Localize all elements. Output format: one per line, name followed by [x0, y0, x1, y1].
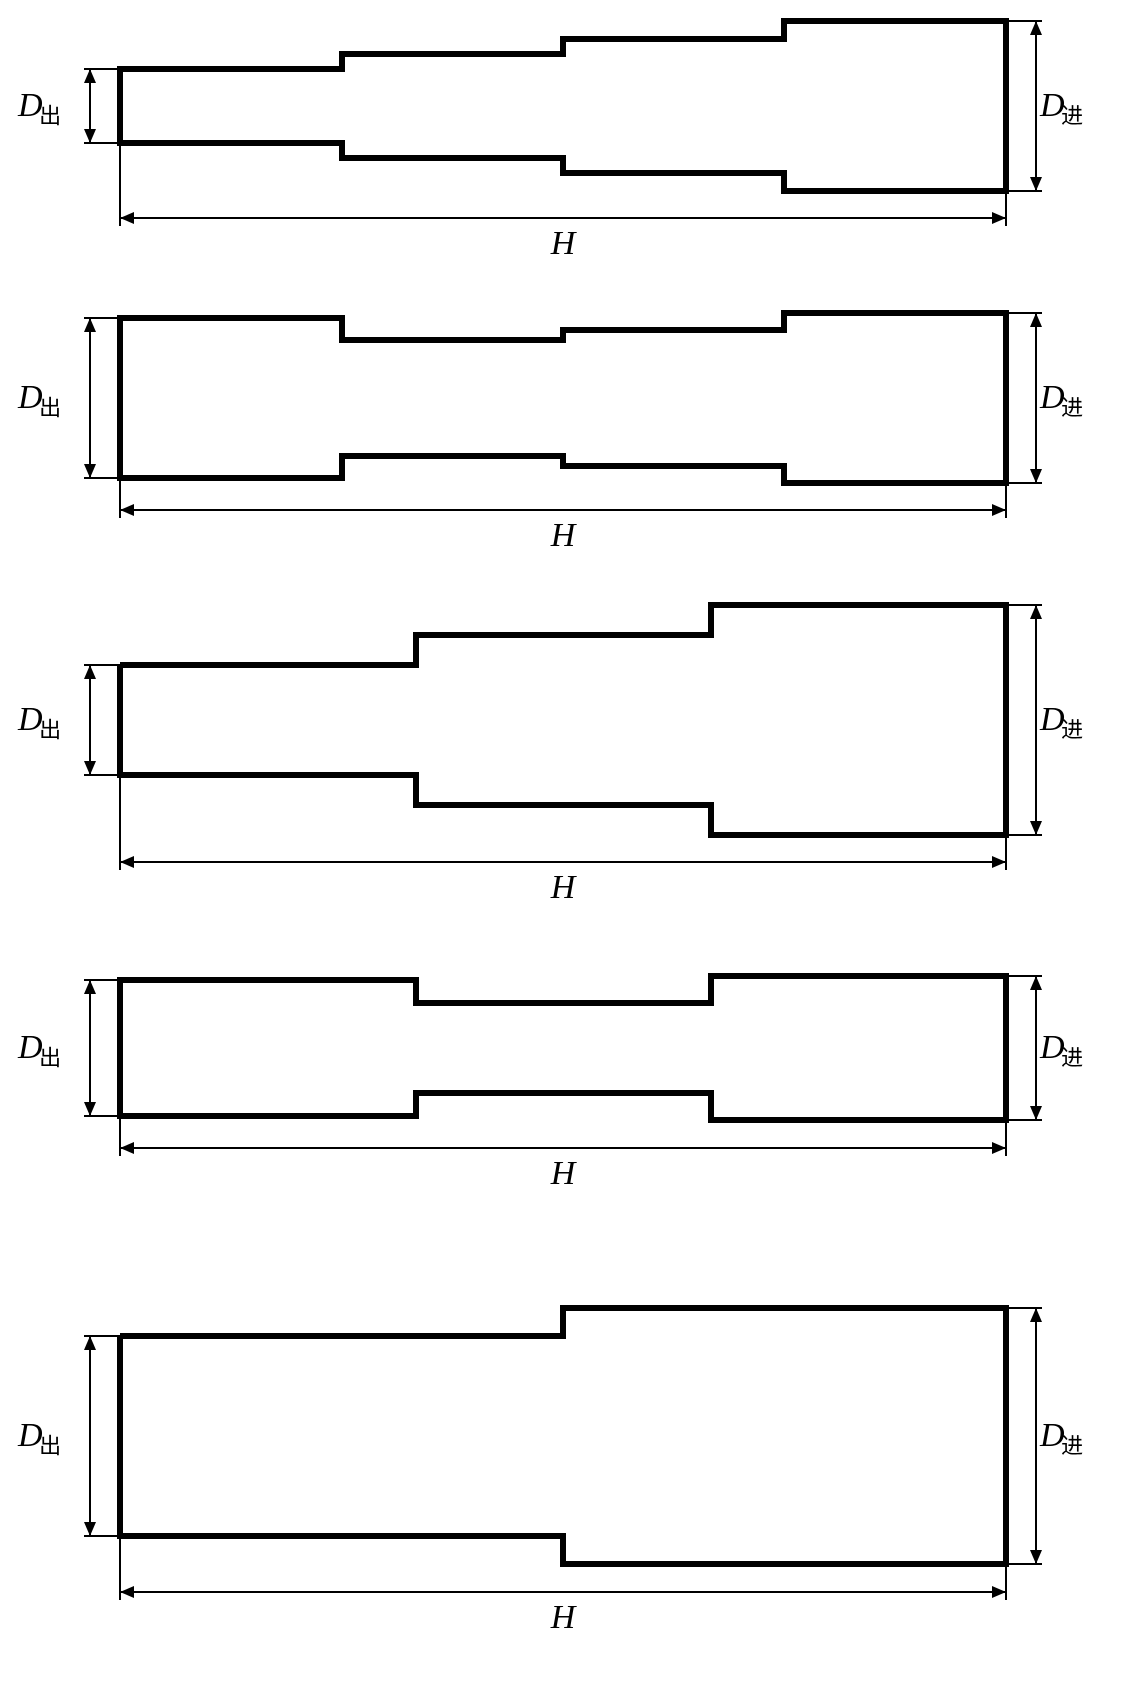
profile-outline [120, 21, 1006, 191]
profile-outline [120, 313, 1006, 483]
svg-text:进: 进 [1061, 1434, 1083, 1459]
diagram-svg: D出 D进 H D出 D进 H D出 D进 H D出 D进 H D出 D进 H [0, 0, 1126, 1700]
profile-outline [120, 1308, 1006, 1564]
svg-text:出: 出 [39, 718, 61, 743]
label-d-in: D进 [1039, 87, 1083, 129]
fig4: D出 D进 H [17, 976, 1083, 1192]
label-d-in: D进 [1039, 379, 1083, 421]
fig5: D出 D进 H [17, 1308, 1083, 1636]
fig1: D出 D进 H [17, 21, 1083, 262]
profile-outline [120, 976, 1006, 1120]
fig2: D出 D进 H [17, 313, 1083, 554]
label-d-out: D出 [17, 379, 61, 421]
label-h: H [550, 869, 578, 906]
label-d-out: D出 [17, 87, 61, 129]
svg-text:出: 出 [39, 1046, 61, 1071]
label-d-in: D进 [1039, 1029, 1083, 1071]
svg-text:进: 进 [1061, 1046, 1083, 1071]
page: D出 D进 H D出 D进 H D出 D进 H D出 D进 H D出 D进 H [0, 0, 1126, 1700]
label-h: H [550, 1599, 578, 1636]
label-h: H [550, 225, 578, 262]
label-h: H [550, 517, 578, 554]
label-d-in: D进 [1039, 701, 1083, 743]
label-d-out: D出 [17, 1417, 61, 1459]
svg-text:出: 出 [39, 396, 61, 421]
label-d-in: D进 [1039, 1417, 1083, 1459]
fig3: D出 D进 H [17, 605, 1083, 906]
profile-outline [120, 605, 1006, 835]
svg-text:进: 进 [1061, 718, 1083, 743]
svg-text:进: 进 [1061, 104, 1083, 129]
label-d-out: D出 [17, 1029, 61, 1071]
label-h: H [550, 1155, 578, 1192]
svg-text:出: 出 [39, 1434, 61, 1459]
label-d-out: D出 [17, 701, 61, 743]
svg-text:出: 出 [39, 104, 61, 129]
svg-text:进: 进 [1061, 396, 1083, 421]
